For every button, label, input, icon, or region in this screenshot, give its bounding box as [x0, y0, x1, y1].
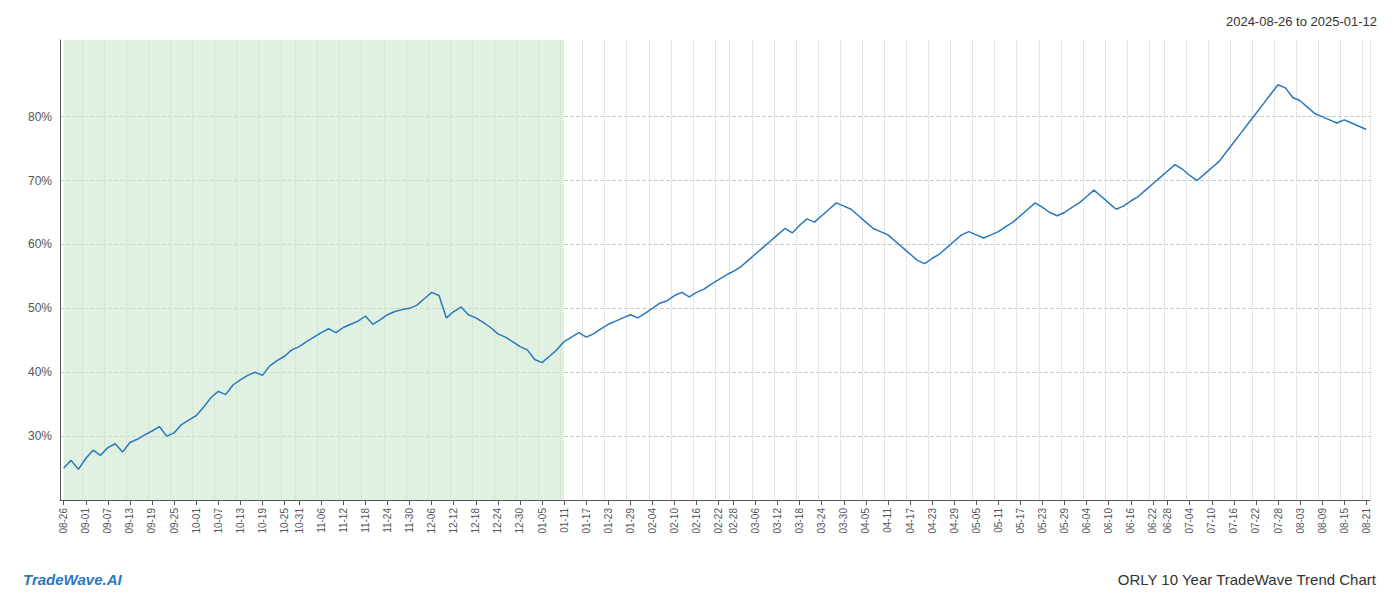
svg-text:12-18: 12-18: [470, 508, 481, 534]
svg-text:08-21: 08-21: [1361, 508, 1372, 534]
svg-text:07-10: 07-10: [1206, 508, 1217, 534]
svg-text:03-18: 03-18: [794, 508, 805, 534]
svg-text:02-28: 02-28: [728, 508, 739, 534]
svg-text:10-01: 10-01: [191, 508, 202, 534]
svg-text:10-07: 10-07: [213, 508, 224, 534]
svg-text:30%: 30%: [28, 429, 52, 443]
svg-text:11-30: 11-30: [404, 508, 415, 533]
svg-text:12-12: 12-12: [448, 508, 459, 534]
svg-text:07-04: 07-04: [1184, 508, 1195, 534]
svg-text:05-11: 05-11: [993, 508, 1004, 533]
svg-text:10-31: 10-31: [294, 508, 305, 534]
svg-text:01-29: 01-29: [625, 508, 636, 534]
svg-text:05-05: 05-05: [971, 508, 982, 534]
svg-text:06-22: 06-22: [1147, 508, 1158, 534]
svg-text:09-01: 09-01: [80, 508, 91, 534]
svg-text:04-11: 04-11: [882, 508, 893, 533]
svg-text:50%: 50%: [28, 301, 52, 315]
svg-text:10-25: 10-25: [279, 508, 290, 534]
svg-text:01-05: 01-05: [537, 508, 548, 534]
svg-text:11-06: 11-06: [316, 508, 327, 533]
svg-text:80%: 80%: [28, 110, 52, 124]
svg-text:08-09: 08-09: [1317, 508, 1328, 534]
svg-text:07-28: 07-28: [1273, 508, 1284, 534]
svg-text:60%: 60%: [28, 237, 52, 251]
svg-text:02-16: 02-16: [691, 508, 702, 534]
svg-text:08-03: 08-03: [1295, 508, 1306, 534]
svg-text:2024-08-26 to 2025-01-12: 2024-08-26 to 2025-01-12: [1226, 14, 1377, 29]
svg-text:03-12: 03-12: [772, 508, 783, 534]
svg-text:09-25: 09-25: [169, 508, 180, 534]
svg-text:09-13: 09-13: [124, 508, 135, 534]
svg-text:11-12: 11-12: [338, 508, 349, 533]
svg-text:12-06: 12-06: [426, 508, 437, 534]
svg-text:09-19: 09-19: [146, 508, 157, 534]
svg-text:03-06: 03-06: [750, 508, 761, 534]
svg-text:03-24: 03-24: [816, 508, 827, 534]
svg-text:05-23: 05-23: [1037, 508, 1048, 534]
svg-text:01-11: 01-11: [559, 508, 570, 533]
svg-text:05-29: 05-29: [1059, 508, 1070, 534]
svg-text:09-07: 09-07: [102, 508, 113, 534]
svg-text:04-05: 04-05: [860, 508, 871, 534]
svg-text:07-16: 07-16: [1228, 508, 1239, 534]
svg-text:ORLY 10 Year TradeWave Trend C: ORLY 10 Year TradeWave Trend Chart: [1118, 571, 1377, 588]
svg-text:10-19: 10-19: [257, 508, 268, 534]
svg-text:12-24: 12-24: [492, 508, 503, 534]
svg-text:05-17: 05-17: [1015, 508, 1026, 534]
svg-text:06-28: 06-28: [1162, 508, 1173, 534]
svg-text:02-22: 02-22: [713, 508, 724, 534]
svg-text:08-26: 08-26: [58, 508, 69, 534]
svg-text:10-13: 10-13: [235, 508, 246, 534]
svg-text:02-10: 02-10: [669, 508, 680, 534]
svg-text:02-04: 02-04: [647, 508, 658, 534]
svg-text:01-17: 01-17: [581, 508, 592, 534]
svg-text:04-17: 04-17: [905, 508, 916, 534]
svg-text:07-22: 07-22: [1250, 508, 1261, 534]
svg-text:06-16: 06-16: [1125, 508, 1136, 534]
svg-text:08-15: 08-15: [1339, 508, 1350, 534]
svg-text:12-30: 12-30: [514, 508, 525, 534]
svg-text:06-10: 06-10: [1103, 508, 1114, 534]
svg-text:03-30: 03-30: [838, 508, 849, 534]
svg-text:TradeWave.AI: TradeWave.AI: [23, 571, 122, 588]
svg-text:11-24: 11-24: [382, 508, 393, 533]
svg-text:40%: 40%: [28, 365, 52, 379]
svg-text:06-04: 06-04: [1081, 508, 1092, 534]
svg-text:04-23: 04-23: [927, 508, 938, 534]
svg-text:04-29: 04-29: [949, 508, 960, 534]
svg-text:11-18: 11-18: [360, 508, 371, 533]
svg-text:01-23: 01-23: [603, 508, 614, 534]
svg-text:70%: 70%: [28, 174, 52, 188]
